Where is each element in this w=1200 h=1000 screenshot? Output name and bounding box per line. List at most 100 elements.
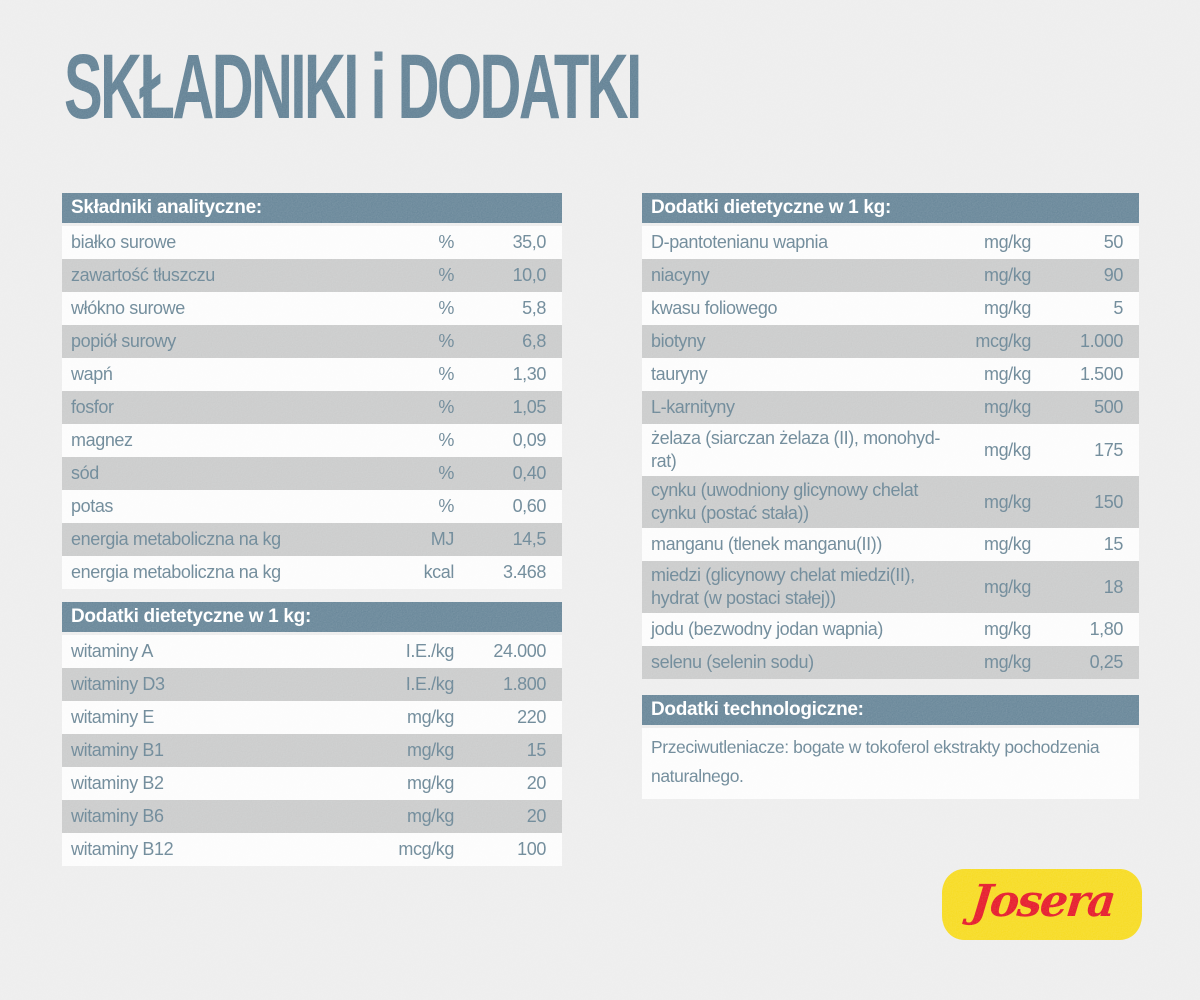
cell-unit: kcal — [423, 562, 455, 582]
vitamins-header: Dodatki dietetyczne w 1 kg: — [62, 602, 562, 632]
table-row: włókno surowe% 5,8 — [62, 292, 562, 325]
cell-value: 14,5 — [512, 529, 547, 549]
cell-label: witaminy E — [71, 707, 155, 727]
table-row: tauryny mg/kg 1.500 — [642, 358, 1139, 391]
table-row: energia metaboliczna na kg kcal 3.468 — [62, 556, 562, 589]
cell-unit: mg/kg — [983, 397, 1031, 417]
cell-label: selenu (selenin sodu) — [651, 652, 814, 672]
cell-unit: mg/kg — [983, 652, 1031, 672]
table-row: witaminy A I.E./kg 24.000 — [62, 635, 562, 668]
cell-unit: mcg/kg — [975, 331, 1031, 351]
cell-unit: % — [438, 331, 454, 351]
cell-value: 6,8 — [522, 331, 546, 351]
cell-value: 5,8 — [522, 298, 546, 318]
cell-value: 150 — [1094, 491, 1123, 512]
cell-value: 1.800 — [502, 674, 546, 694]
analytical-table: Składniki analityczne: białko surowe% 35,0… — [62, 193, 562, 589]
cell-label: manganu (tlenek manganu(II)) — [651, 534, 882, 554]
cell-label: sód — [71, 463, 99, 483]
table-row: witaminy B2 mg/kg 20 — [62, 767, 562, 800]
cell-label: kwasu foliowego — [651, 298, 778, 318]
table-row: niacyny mg/kg 90 — [642, 259, 1139, 292]
cell-value: 35,0 — [512, 232, 547, 252]
table-row: popiół surowy% 6,8 — [62, 325, 562, 358]
cell-unit: I.E./kg — [405, 674, 455, 694]
cell-value: 15 — [526, 740, 547, 760]
cell-unit: % — [438, 232, 454, 252]
cell-value: 100 — [517, 839, 546, 859]
cell-unit: mg/kg — [406, 773, 454, 793]
cell-value: 0,25 — [1089, 652, 1124, 672]
cell-unit: % — [438, 298, 454, 318]
cell-label: L-karnityny — [651, 397, 735, 417]
cell-value: 5 — [1113, 298, 1123, 318]
josera-logo: Josera — [942, 869, 1142, 940]
cell-value: 10,0 — [512, 265, 547, 285]
page-title: SKŁADNIKI i DODATKI — [64, 36, 642, 138]
cell-label: witaminy D3 — [71, 674, 165, 694]
table-row: witaminy B1 mg/kg 15 — [62, 734, 562, 767]
cell-value: 0,60 — [512, 496, 547, 516]
cell-unit: % — [438, 430, 454, 450]
cell-label: potas — [71, 496, 114, 516]
table-row: jodu (bezwodny jodan wapnia) mg/kg 1,80 — [642, 613, 1139, 646]
cell-unit: % — [438, 397, 454, 417]
cell-value: 0,40 — [512, 463, 547, 483]
table-row: kwasu foliowego mg/kg 5 — [642, 292, 1139, 325]
cell-value: 175 — [1094, 439, 1123, 460]
table-row: witaminy B6 mg/kg 20 — [62, 800, 562, 833]
table-row: selenu (selenin sodu) mg/kg 0,25 — [642, 646, 1139, 679]
cell-label: magnez — [71, 430, 133, 450]
dietary-additives-vitamins-table: Dodatki dietetyczne w 1 kg: witaminy A I.E… — [62, 602, 562, 866]
cell-unit: % — [438, 463, 454, 483]
cell-unit: mg/kg — [406, 806, 454, 826]
table-row: L-karnityny mg/kg 500 — [642, 391, 1139, 424]
table-row: witaminy E mg/kg 220 — [62, 701, 562, 734]
table-row: witaminy B12 mcg/kg 100 — [62, 833, 562, 866]
table-row: potas% 0,60 — [62, 490, 562, 523]
josera-logo-text: Josera — [968, 876, 1117, 927]
cell-label: biotyny — [651, 331, 706, 351]
table-row: zawartość tłuszczu% 10,0 — [62, 259, 562, 292]
table-row: białko surowe% 35,0 — [62, 226, 562, 259]
cell-value: 20 — [526, 773, 547, 793]
cell-value: 0,09 — [512, 430, 547, 450]
table-row: energia metaboliczna na kg MJ 14,5 — [62, 523, 562, 556]
cell-value: 90 — [1103, 265, 1124, 285]
cell-label: energia metaboliczna na kg — [71, 529, 281, 549]
minerals-header: Dodatki dietetyczne w 1 kg: — [642, 193, 1139, 223]
right-column: Dodatki dietetyczne w 1 kg: D-pantotenian… — [642, 193, 1139, 799]
cell-value: 1,80 — [1089, 619, 1124, 639]
table-row: magnez% 0,09 — [62, 424, 562, 457]
cell-label: D-pantotenianu wapnia — [651, 232, 828, 252]
cell-label: wapń — [71, 364, 113, 384]
cell-value: 1.000 — [1079, 331, 1123, 351]
cell-unit: mg/kg — [983, 265, 1031, 285]
cell-label: jodu (bezwodny jodan wapnia) — [651, 619, 883, 639]
left-column: Składniki analityczne: białko surowe% 35,0… — [62, 193, 562, 866]
cell-unit: mg/kg — [983, 534, 1031, 554]
cell-value: 1,05 — [512, 397, 547, 417]
table-row: cynku (uwodniony glicynowy chelat cynku … — [642, 476, 1139, 528]
cell-label: witaminy A — [71, 641, 154, 661]
cell-label: niacyny — [651, 265, 710, 285]
cell-unit: mcg/kg — [398, 839, 454, 859]
cell-unit: mg/kg — [406, 740, 454, 760]
cell-label: zawartość tłuszczu — [71, 265, 215, 285]
cell-label: miedzi (glicynowy chelat miedzi(II), hyd… — [651, 565, 915, 608]
cell-unit: MJ — [430, 529, 455, 549]
cell-value: 3.468 — [502, 562, 546, 582]
cell-unit: mg/kg — [983, 364, 1031, 384]
dietary-additives-minerals-table: Dodatki dietetyczne w 1 kg: D-pantotenian… — [642, 193, 1139, 679]
cell-label: włókno surowe — [71, 298, 185, 318]
table-row: biotyny mcg/kg 1.000 — [642, 325, 1139, 358]
table-row: manganu (tlenek manganu(II)) mg/kg 15 — [642, 528, 1139, 561]
cell-value: 1.500 — [1079, 364, 1123, 384]
cell-unit: mg/kg — [983, 576, 1031, 597]
cell-label: witaminy B2 — [71, 773, 164, 793]
cell-unit: % — [438, 265, 454, 285]
table-row: miedzi (glicynowy chelat miedzi(II), hyd… — [642, 561, 1139, 613]
cell-label: żelaza (siarczan żelaza (II), monohyd- r… — [651, 428, 940, 471]
cell-value: 20 — [526, 806, 547, 826]
analytical-header: Składniki analityczne: — [62, 193, 562, 223]
